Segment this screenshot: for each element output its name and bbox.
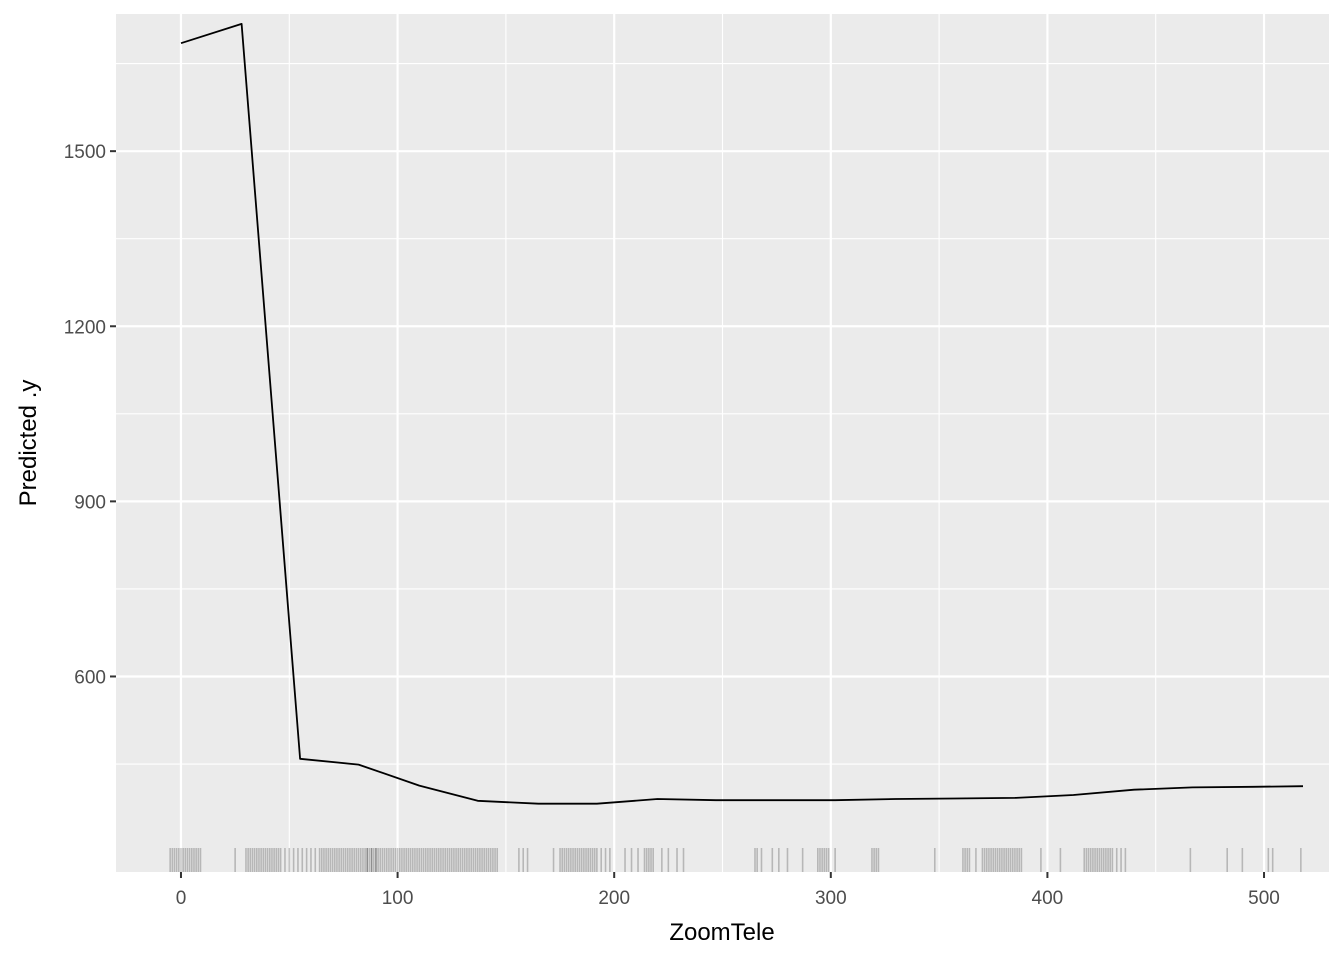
y-tick-label: 1500 [64, 142, 106, 163]
x-axis-title: ZoomTele [669, 919, 774, 946]
x-tick-label: 100 [382, 888, 414, 909]
y-axis-ticks: 600 900 1200 1500 [64, 142, 116, 688]
x-tick-label: 300 [815, 888, 847, 909]
x-tick-label: 500 [1248, 888, 1280, 909]
y-tick-label: 900 [74, 492, 106, 513]
y-tick-label: 1200 [64, 317, 106, 338]
series-line [180, 22, 1304, 805]
x-axis-ticks: 0 100 200 300 400 500 [176, 872, 1280, 909]
x-tick-label: 400 [1032, 888, 1064, 909]
series-group [180, 22, 1304, 805]
minor-gridlines [116, 14, 1329, 872]
x-tick-label: 0 [176, 888, 187, 909]
x-tick-label: 200 [598, 888, 630, 909]
y-tick-label: 600 [74, 667, 106, 688]
major-gridlines [116, 14, 1329, 872]
rug-marks [169, 848, 1302, 872]
y-axis-title: Predicted .y [15, 380, 42, 507]
